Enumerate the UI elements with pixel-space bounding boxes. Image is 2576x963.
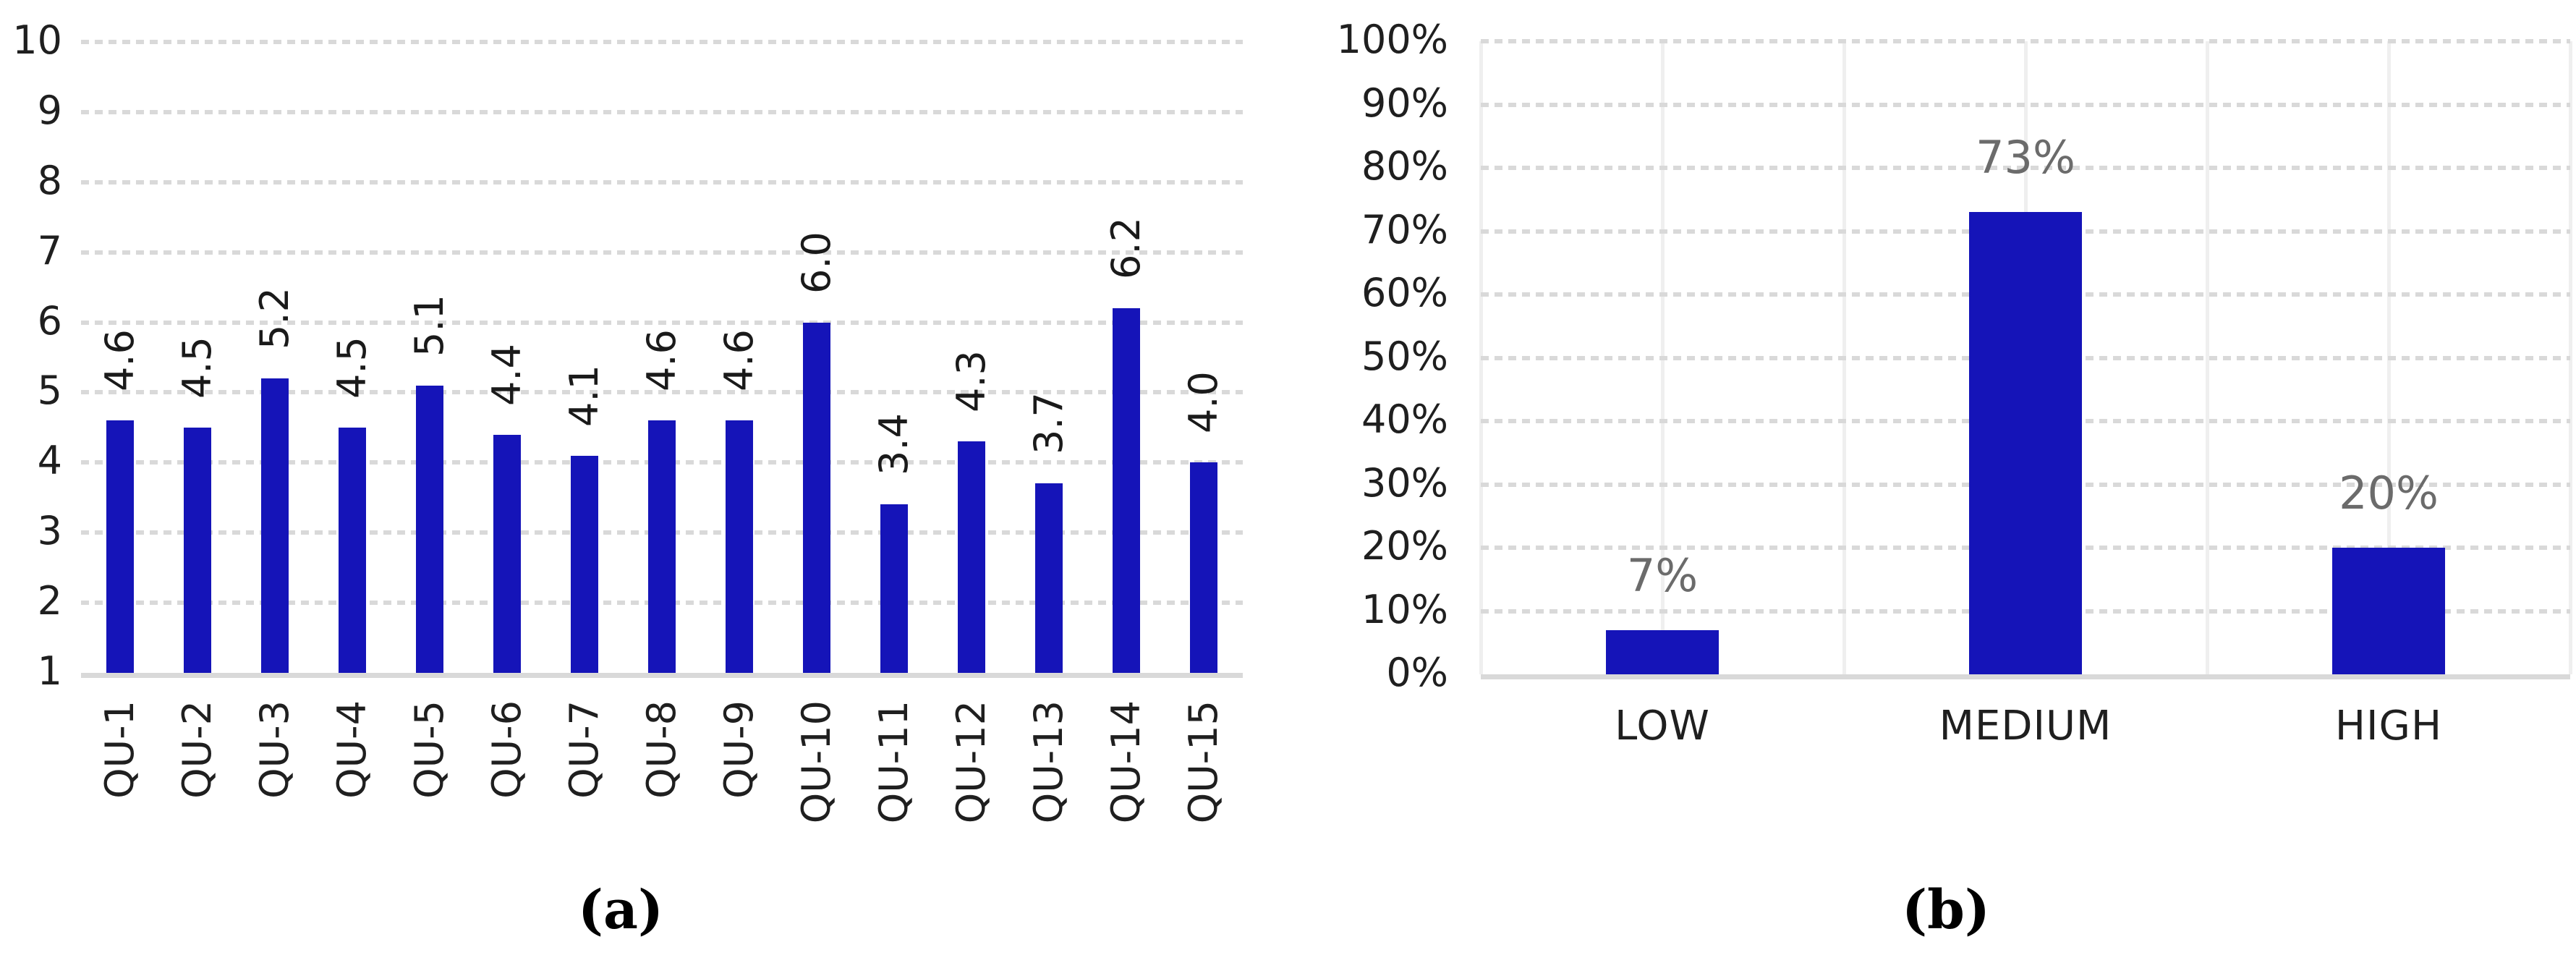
bar-value-label-QU-8-text: 4.6 — [639, 329, 684, 392]
bar-low — [1606, 629, 1719, 674]
x-tick-label-QU-5-text: QU-5 — [406, 700, 452, 799]
y-tick-label-0: 0% — [1386, 650, 1448, 695]
y-tick-label-90: 90% — [1361, 80, 1448, 126]
y-tick-label-20: 20% — [1361, 523, 1448, 569]
bar-value-label-QU-12-text: 4.3 — [948, 350, 995, 413]
x-tick-label-QU-7-text: QU-7 — [561, 700, 607, 799]
bar-QU-1 — [106, 420, 134, 673]
x-tick-label-high: HIGH — [2334, 703, 2443, 750]
y-tick-label-100: 100% — [1336, 17, 1448, 62]
x-tick-label-QU-13-text: QU-13 — [1026, 700, 1072, 824]
bar-QU-7 — [570, 455, 598, 673]
x-tick-label-QU-11-text: QU-11 — [871, 700, 917, 824]
y-tick-label-10: 10 — [12, 17, 62, 63]
gridline-y-9 — [81, 109, 1243, 114]
bar-value-label-QU-7-text: 4.1 — [561, 364, 607, 427]
gridline-y-90 — [1481, 102, 2570, 107]
x-tick-label-QU-10-text: QU-10 — [794, 700, 840, 824]
bar-QU-6 — [493, 434, 521, 673]
y-tick-label-40: 40% — [1361, 396, 1448, 442]
bar-value-label-QU-11-text: 3.4 — [871, 413, 917, 476]
bar-QU-15 — [1190, 462, 1218, 673]
bar-QU-11 — [880, 504, 909, 673]
x-tick-label-QU-12-text: QU-12 — [948, 700, 995, 824]
bar-value-label-QU-1-text: 4.6 — [96, 329, 143, 392]
y-tick-label-9: 9 — [37, 87, 62, 133]
y-tick-label-60: 60% — [1361, 270, 1448, 315]
x-tick-label-QU-8-text: QU-8 — [639, 700, 684, 799]
bar-value-label-QU-10-text: 6.0 — [794, 231, 840, 294]
bar-value-label-QU-14-text: 6.2 — [1103, 217, 1149, 280]
gridline-y-10 — [81, 40, 1243, 44]
y-tick-label-3: 3 — [37, 508, 62, 554]
y-tick-label-1: 1 — [37, 648, 62, 694]
gridline-y-6 — [81, 320, 1243, 325]
gridline-y-100 — [1481, 39, 2570, 43]
bar-QU-9 — [726, 420, 754, 673]
caption-b: (b) — [1902, 879, 1990, 941]
bar-value-label-high: 20% — [2339, 467, 2439, 519]
bar-value-label-QU-4-text: 4.5 — [328, 336, 375, 399]
y-tick-label-2: 2 — [37, 578, 62, 624]
bar-QU-10 — [803, 322, 831, 673]
y-tick-label-70: 70% — [1361, 206, 1448, 253]
x-tick-label-QU-6-text: QU-6 — [483, 700, 530, 799]
chart-a-panel: 1 2 3 4 5 6 7 8 9 10 4.6 QU-1 4.5 QU-2 5.2 QU-3 4.5 QU-4 5… — [12, 17, 1243, 824]
x-axis-line — [1481, 674, 2570, 679]
y-tick-label-50: 50% — [1361, 333, 1448, 379]
y-tick-label-80: 80% — [1361, 143, 1448, 189]
y-tick-label-5: 5 — [37, 368, 62, 414]
y-tick-label-7: 7 — [37, 227, 62, 273]
x-axis-line — [81, 673, 1243, 678]
bar-QU-2 — [183, 427, 211, 673]
y-tick-label-4: 4 — [37, 438, 62, 484]
bar-value-label-QU-6-text: 4.4 — [483, 343, 530, 406]
y-tick-label-30: 30% — [1361, 459, 1448, 506]
bar-QU-14 — [1113, 308, 1141, 673]
x-tick-label-QU-1-text: QU-1 — [96, 700, 143, 799]
x-tick-label-QU-2-text: QU-2 — [174, 700, 220, 799]
bar-QU-4 — [338, 427, 366, 673]
vertical-gridline-6 — [2569, 41, 2572, 674]
y-tick-label-6: 6 — [37, 297, 62, 344]
bar-medium — [1969, 212, 2082, 674]
caption-a: (a) — [578, 879, 663, 941]
gridline-y-80 — [1481, 166, 2570, 170]
bar-QU-13 — [1035, 483, 1063, 673]
bar-QU-3 — [260, 378, 289, 673]
bar-value-label-medium: 73% — [1976, 131, 2075, 184]
gridline-y-8 — [81, 179, 1243, 184]
x-tick-label-QU-9-text: QU-9 — [716, 700, 762, 799]
bar-value-label-QU-13-text: 3.7 — [1026, 392, 1072, 455]
x-tick-label-QU-14-text: QU-14 — [1103, 700, 1149, 824]
chart-b-panel: 0% 10% 20% 30% 40% 50% 60% 70% 80% 90% 100% 7% LOW 73… — [1288, 0, 2576, 963]
x-tick-label-QU-4-text: QU-4 — [328, 700, 375, 799]
y-tick-label-8: 8 — [37, 157, 62, 203]
y-tick-label-10: 10% — [1361, 586, 1448, 632]
bar-QU-12 — [958, 441, 986, 673]
bar-QU-8 — [648, 420, 676, 673]
x-tick-label-QU-3-text: QU-3 — [251, 700, 297, 799]
bar-value-label-QU-5-text: 5.1 — [406, 294, 452, 357]
gridline-y-5 — [81, 390, 1243, 395]
x-tick-label-low: LOW — [1615, 703, 1710, 750]
bar-value-label-low: 7% — [1626, 548, 1699, 602]
gridline-y-7 — [81, 250, 1243, 255]
x-tick-label-medium: MEDIUM — [1939, 703, 2112, 750]
bar-high — [2332, 548, 2445, 674]
bar-value-label-QU-2-text: 4.5 — [174, 336, 220, 399]
bar-value-label-QU-3-text: 5.2 — [251, 287, 297, 350]
bar-value-label-QU-15-text: 4.0 — [1181, 371, 1227, 434]
bar-value-label-QU-9-text: 4.6 — [716, 329, 762, 392]
bar-QU-5 — [415, 385, 443, 673]
x-tick-label-QU-15-text: QU-15 — [1181, 700, 1227, 824]
